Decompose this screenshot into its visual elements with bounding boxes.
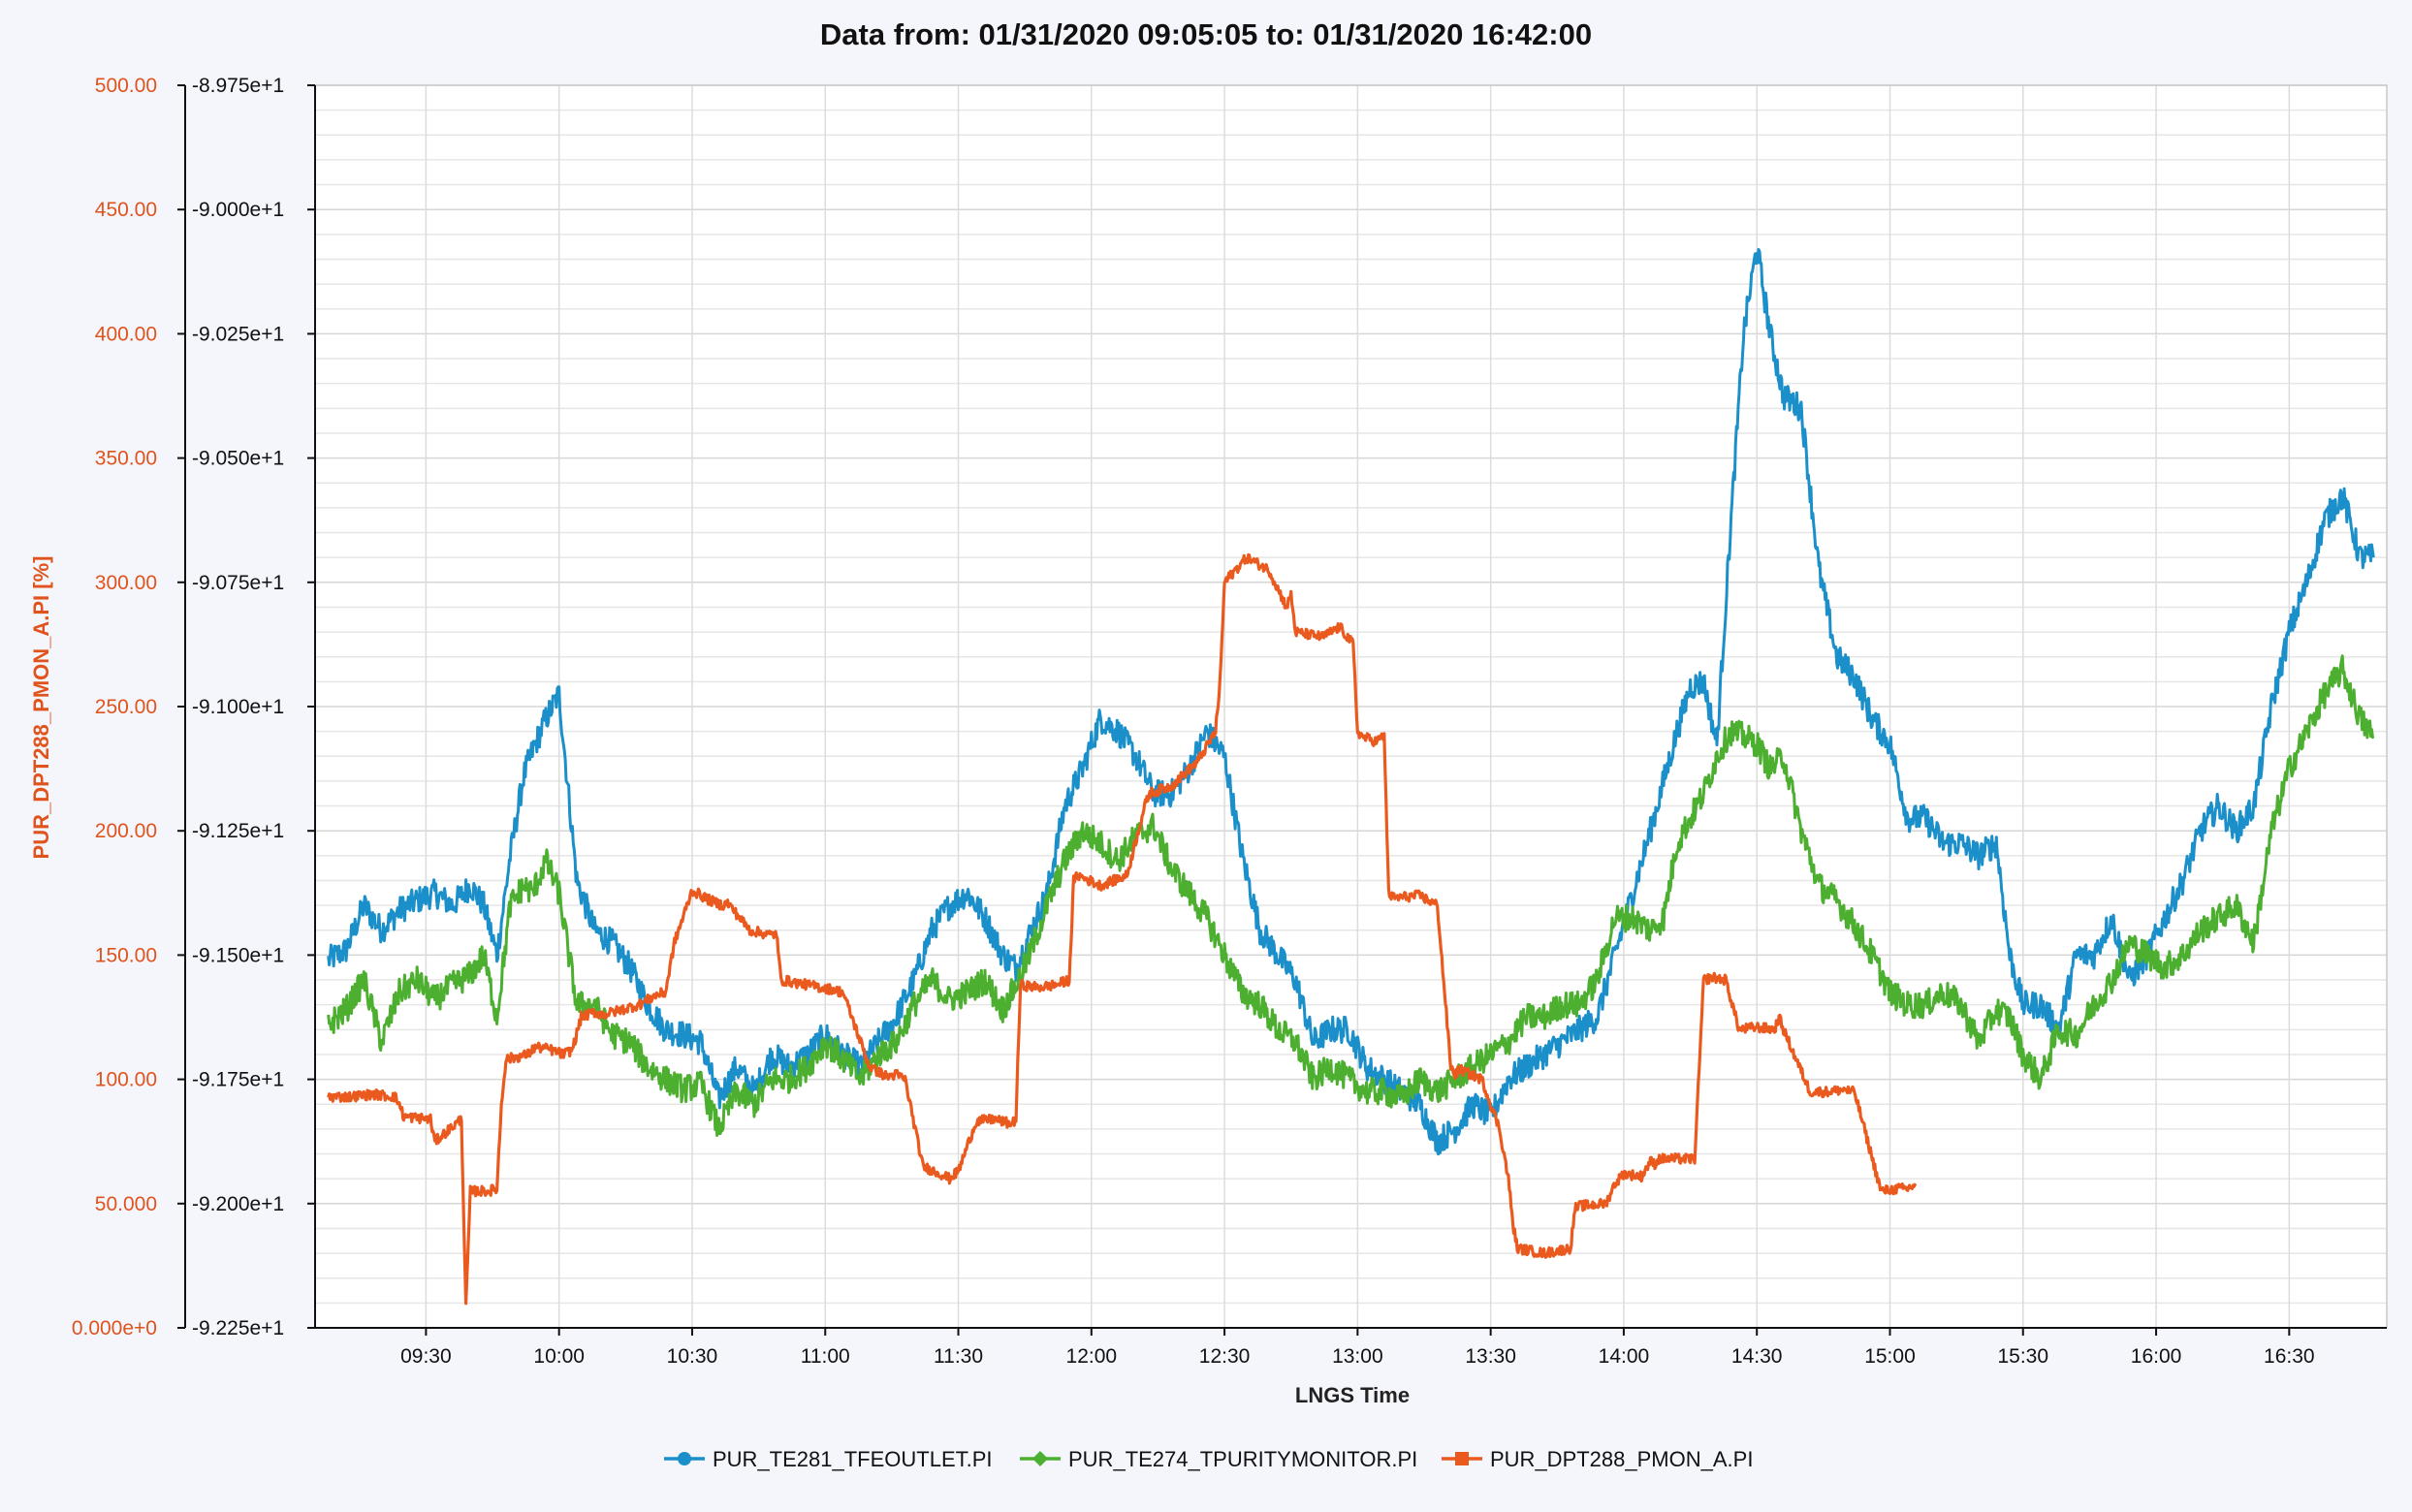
y-left-tick-label: 150.00 bbox=[95, 944, 157, 966]
legend-square-marker bbox=[1455, 1452, 1469, 1465]
y-left-tick-label: 200.00 bbox=[95, 820, 157, 842]
x-tick-label: 11:30 bbox=[934, 1345, 983, 1368]
y-right-tick-label: -9.150e+1 bbox=[192, 944, 284, 966]
legend-label: PUR_TE281_TFEOUTLET.PI bbox=[713, 1447, 993, 1471]
x-tick-label: 10:30 bbox=[667, 1345, 718, 1368]
legend: PUR_TE281_TFEOUTLET.PI PUR_TE274_TPURITYM… bbox=[664, 1447, 1753, 1471]
series-line-pur-te281-tfeoutlet-pi bbox=[327, 247, 2375, 1156]
y-right-tick-label: -9.025e+1 bbox=[192, 323, 284, 345]
y-left-tick-label: 50.000 bbox=[95, 1193, 157, 1215]
x-tick-label: 11:00 bbox=[801, 1345, 850, 1368]
x-tick-label: 09:30 bbox=[400, 1345, 452, 1368]
y-axis-left-label: PUR_DPT288_PMON_A.PI [%] bbox=[29, 556, 53, 860]
y-right-tick-label: -9.125e+1 bbox=[192, 820, 284, 842]
y-right-tick-label: -9.000e+1 bbox=[192, 199, 284, 221]
legend-item[interactable]: PUR_DPT288_PMON_A.PI bbox=[1442, 1447, 1753, 1471]
x-tick-label: 15:00 bbox=[1864, 1345, 1916, 1368]
y-left-tick-label: 450.00 bbox=[95, 199, 157, 221]
y-right-tick-label: -9.100e+1 bbox=[192, 696, 284, 718]
legend-diamond-marker bbox=[1032, 1451, 1048, 1466]
y-right-tick-label: -9.050e+1 bbox=[192, 448, 284, 470]
legend-item[interactable]: PUR_TE274_TPURITYMONITOR.PI bbox=[1020, 1447, 1417, 1471]
series-lines bbox=[327, 247, 2375, 1306]
y-right-tick-label: -8.975e+1 bbox=[192, 75, 284, 97]
y-left-tick-label: 350.00 bbox=[95, 448, 157, 470]
legend-label: PUR_TE274_TPURITYMONITOR.PI bbox=[1068, 1447, 1417, 1471]
x-tick-label: 16:30 bbox=[2264, 1345, 2315, 1368]
x-axis-ticks: 09:30 10:00 10:30 11:00 11:30 12:00 12:30 13:00… bbox=[400, 1328, 2315, 1368]
legend-circle-marker bbox=[678, 1452, 691, 1465]
y-right-tick-label: -9.175e+1 bbox=[192, 1069, 284, 1091]
y-right-tick-label: -9.075e+1 bbox=[192, 572, 284, 594]
x-tick-label: 12:00 bbox=[1066, 1345, 1118, 1368]
legend-item[interactable]: PUR_TE281_TFEOUTLET.PI bbox=[664, 1447, 993, 1471]
x-axis-label: LNGS Time bbox=[1295, 1383, 1410, 1407]
x-tick-label: 10:00 bbox=[533, 1345, 585, 1368]
y-axis-left-ticks: 0.000e+0 50.000 100.00 150.00 200.00 250.00 30… bbox=[72, 75, 185, 1339]
y-left-tick-label: 400.00 bbox=[95, 323, 157, 345]
y-axis-right-ticks: -9.225e+1 -9.200e+1 -9.175e+1 -9.150e+1 -9.1… bbox=[192, 75, 315, 1339]
y-left-tick-label: 250.00 bbox=[95, 696, 157, 718]
series-line-pur-dpt288-pmon-a-pi bbox=[327, 552, 1918, 1306]
y-right-tick-label: -9.225e+1 bbox=[192, 1317, 284, 1339]
x-tick-label: 14:00 bbox=[1599, 1345, 1650, 1368]
x-tick-label: 14:30 bbox=[1731, 1345, 1783, 1368]
legend-label: PUR_DPT288_PMON_A.PI bbox=[1490, 1447, 1753, 1471]
y-right-tick-label: -9.200e+1 bbox=[192, 1193, 284, 1215]
x-tick-label: 16:00 bbox=[2131, 1345, 2182, 1368]
x-tick-label: 12:30 bbox=[1199, 1345, 1251, 1368]
x-tick-label: 13:30 bbox=[1465, 1345, 1516, 1368]
y-left-tick-label: 500.00 bbox=[95, 75, 157, 97]
y-left-tick-label: 300.00 bbox=[95, 572, 157, 594]
x-tick-label: 13:00 bbox=[1332, 1345, 1383, 1368]
x-tick-label: 15:30 bbox=[1997, 1345, 2048, 1368]
chart-title: Data from: 01/31/2020 09:05:05 to: 01/31… bbox=[820, 17, 1592, 51]
y-left-tick-label: 100.00 bbox=[95, 1069, 157, 1091]
y-left-tick-label: 0.000e+0 bbox=[72, 1317, 157, 1339]
series-line-pur-te274-tpuritymonitor-pi bbox=[327, 654, 2375, 1137]
